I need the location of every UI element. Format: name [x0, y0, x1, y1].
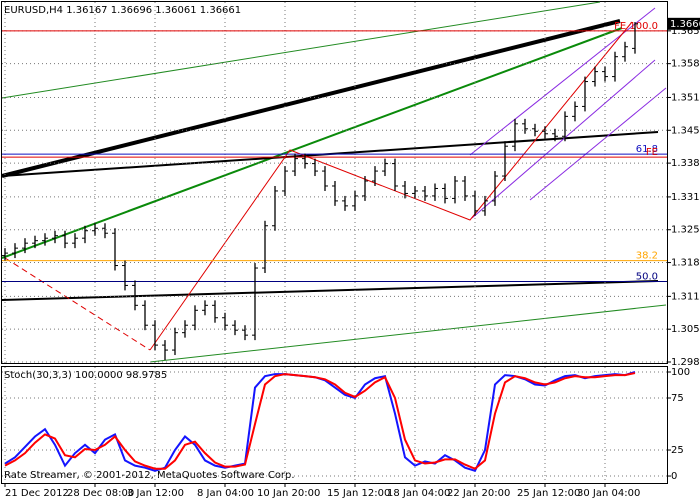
y-tick-label: 1.31180	[671, 291, 700, 302]
y-tick-label: 75	[671, 393, 684, 404]
chart-title: EURUSD,H4 1.36167 1.36696 1.36061 1.3666…	[4, 5, 241, 16]
y-tick-label: 1.34520	[671, 125, 700, 136]
trendline	[1, 1, 601, 99]
y-tick-label: 100	[671, 367, 690, 378]
y-tick-label: 25	[671, 445, 684, 456]
y-tick-label: 1.31860	[671, 258, 700, 269]
channel-line	[469, 7, 656, 156]
level-label: 61.8	[636, 144, 658, 155]
level-label: FE 100.0	[614, 21, 658, 32]
last-price-box	[668, 17, 700, 30]
stoch-line	[4, 372, 636, 470]
y-tick-label: 1.35180	[671, 92, 700, 103]
zigzag	[149, 21, 633, 351]
x-tick-label: 22 Jan 20:00	[447, 488, 510, 499]
x-tick-label: 10 Jan 20:00	[257, 488, 320, 499]
y-tick-label: 1.36520	[671, 26, 700, 37]
zigzag-projection	[4, 257, 151, 351]
y-tick-label: 1.29860	[671, 357, 700, 368]
y-tick-label: 0	[671, 471, 677, 482]
watermark: Rate Streamer, © 2001-2012, MetaQuotes S…	[4, 470, 295, 481]
x-tick-label: 30 Jan 04:00	[577, 488, 640, 499]
level-label: 38.2	[636, 251, 658, 262]
stoch-title: Stoch(30,3,3) 100.0000 98.9785	[4, 370, 167, 381]
x-tick-label: 15 Jan 12:00	[327, 488, 390, 499]
drawing-objects	[1, 1, 667, 363]
main-pane	[1, 1, 668, 364]
x-tick-label: 28 Dec 08:00	[67, 488, 134, 499]
y-tick-label: 1.35860	[671, 59, 700, 70]
x-tick-label: 8 Jan 04:00	[197, 488, 254, 499]
y-tick-label: 1.32520	[671, 225, 700, 236]
y-tick-label: 1.33860	[671, 158, 700, 169]
x-tick-label: 25 Jan 12:00	[517, 488, 580, 499]
channel-line	[529, 87, 667, 201]
level-label: FE	[646, 147, 658, 158]
x-tick-label: 18 Jan 04:00	[387, 488, 450, 499]
trendline	[1, 27, 623, 259]
stoch-pane	[1, 366, 668, 484]
y-tick-label: 1.30520	[671, 324, 700, 335]
last-price-label: 1.36661	[670, 19, 700, 30]
level-label: 50.0	[636, 271, 658, 282]
y-tick-label: 1.33180	[671, 192, 700, 203]
channel-line	[471, 59, 656, 219]
trendline	[1, 280, 659, 301]
trendline	[149, 304, 667, 363]
trendline	[1, 19, 621, 178]
x-tick-label: 21 Dec 2012	[5, 488, 69, 499]
x-tick-label: 3 Jan 12:00	[127, 488, 184, 499]
stoch-line	[4, 371, 636, 473]
